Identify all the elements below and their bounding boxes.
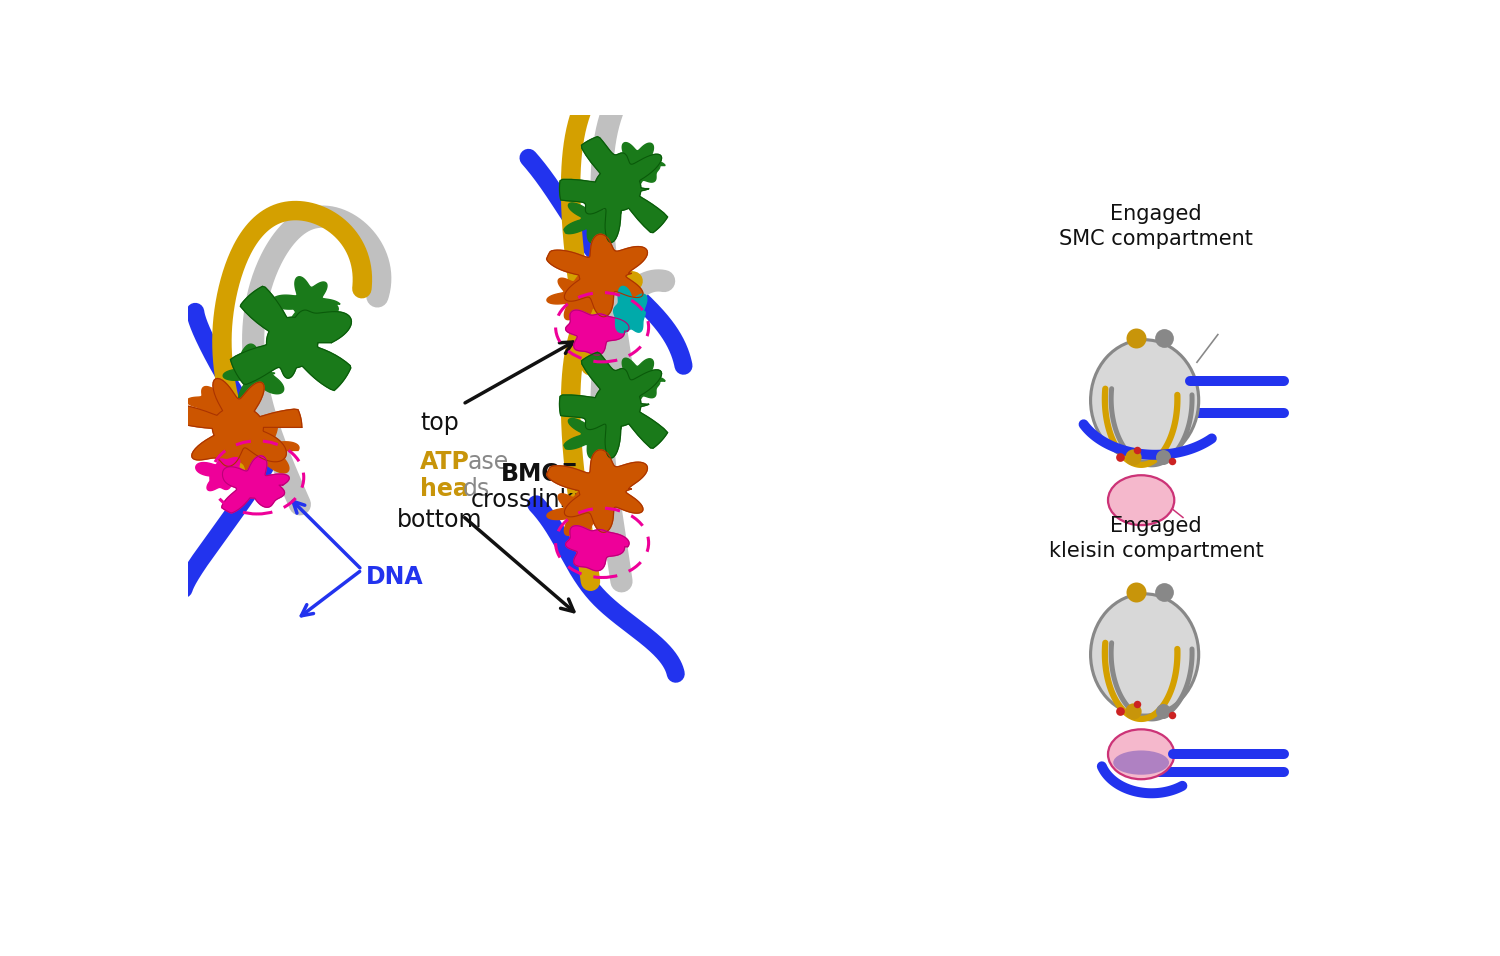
Polygon shape xyxy=(566,526,628,571)
Text: bottom: bottom xyxy=(396,508,482,532)
Text: ase: ase xyxy=(468,450,510,474)
Polygon shape xyxy=(560,137,668,242)
Polygon shape xyxy=(222,456,290,512)
Text: Engaged
SMC compartment: Engaged SMC compartment xyxy=(1059,204,1252,249)
Polygon shape xyxy=(174,379,302,467)
Text: BMOE: BMOE xyxy=(501,462,579,486)
Polygon shape xyxy=(560,352,668,458)
Polygon shape xyxy=(272,276,340,333)
Ellipse shape xyxy=(1090,339,1198,461)
Text: crosslinking: crosslinking xyxy=(471,489,610,512)
Ellipse shape xyxy=(1108,729,1174,779)
Polygon shape xyxy=(564,407,621,459)
Text: hea: hea xyxy=(420,477,468,501)
Polygon shape xyxy=(196,458,244,490)
Polygon shape xyxy=(610,358,664,404)
Polygon shape xyxy=(564,192,621,243)
Polygon shape xyxy=(232,419,298,478)
Polygon shape xyxy=(546,449,648,532)
Polygon shape xyxy=(548,489,608,535)
Polygon shape xyxy=(188,386,237,422)
Polygon shape xyxy=(614,287,646,333)
Polygon shape xyxy=(546,234,648,316)
Polygon shape xyxy=(224,344,286,403)
Polygon shape xyxy=(610,142,664,189)
Text: ds: ds xyxy=(462,477,490,501)
Ellipse shape xyxy=(1090,594,1198,715)
Ellipse shape xyxy=(1108,475,1174,525)
Text: Engaged
kleisin compartment: Engaged kleisin compartment xyxy=(1048,516,1263,560)
Text: top: top xyxy=(420,411,459,436)
Text: DNA: DNA xyxy=(366,566,423,590)
Text: ATP: ATP xyxy=(420,450,470,474)
Ellipse shape xyxy=(1113,750,1168,774)
Polygon shape xyxy=(231,287,351,390)
Polygon shape xyxy=(548,274,608,319)
Polygon shape xyxy=(566,310,628,356)
